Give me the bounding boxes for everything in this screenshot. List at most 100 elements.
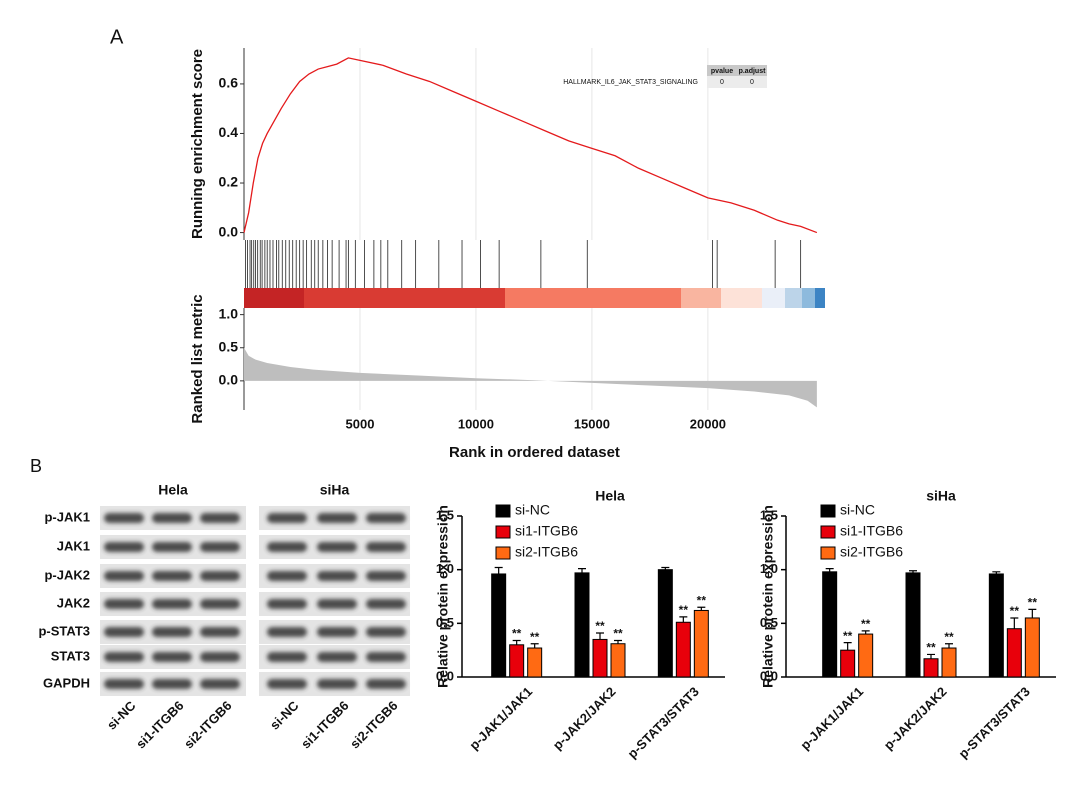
legend-swatch xyxy=(820,504,836,518)
y-axis-label: Relative protein expression xyxy=(760,505,776,688)
metric-area xyxy=(244,347,817,408)
table-value: 0 xyxy=(750,79,754,86)
band xyxy=(104,599,144,609)
table-header: p.adjust xyxy=(739,68,767,75)
enrichment-line xyxy=(243,57,818,234)
band xyxy=(200,627,240,637)
rank-heat-strip xyxy=(244,288,825,308)
error-bar xyxy=(945,643,953,649)
band xyxy=(267,679,307,689)
table-header: pvalue xyxy=(711,68,733,75)
band xyxy=(104,542,144,552)
error-bar xyxy=(909,570,917,573)
y-tick-label: 1.0 xyxy=(760,561,778,576)
x-tick-label: 10000 xyxy=(458,416,494,431)
band xyxy=(366,652,406,662)
band xyxy=(200,679,240,689)
lane-label: si2-ITGB6 xyxy=(181,698,235,752)
band xyxy=(317,599,357,609)
x-tick-label: p-STAT3/STAT3 xyxy=(625,684,702,761)
significance: ** xyxy=(697,593,707,607)
band xyxy=(200,652,240,662)
bar xyxy=(840,649,856,678)
error-bar xyxy=(661,566,670,570)
chart-title: siHa xyxy=(926,488,956,504)
band xyxy=(267,599,307,609)
bar xyxy=(610,643,626,678)
x-tick-label: 20000 xyxy=(690,416,726,431)
error-bar xyxy=(927,653,935,659)
x-tick-label: p-JAK2/JAK2 xyxy=(881,684,950,753)
significance: ** xyxy=(1010,604,1020,618)
y-axis-label: Ranked list metric xyxy=(189,294,206,423)
y-tick-label: 0.0 xyxy=(219,223,239,239)
table-cell xyxy=(707,76,737,88)
chart-title: Hela xyxy=(595,488,625,504)
band xyxy=(317,542,357,552)
band xyxy=(152,542,192,552)
y-tick-label: 0.2 xyxy=(219,174,239,190)
band xyxy=(152,652,192,662)
x-tick-label: 5000 xyxy=(346,416,375,431)
band xyxy=(104,571,144,581)
protein-label: JAK1 xyxy=(57,538,90,553)
significance: ** xyxy=(861,617,871,631)
error-bar xyxy=(1010,617,1019,629)
bar xyxy=(822,571,838,678)
x-tick-label: p-JAK1/JAK1 xyxy=(466,684,535,753)
y-tick-label: 0.0 xyxy=(760,668,778,683)
bar xyxy=(509,644,525,678)
error-bar xyxy=(697,606,706,611)
protein-label: p-JAK1 xyxy=(44,509,90,524)
band xyxy=(317,513,357,523)
panel-label: B xyxy=(30,456,42,476)
significance: ** xyxy=(512,627,522,641)
error-bar xyxy=(614,639,622,644)
legend-label: si2-ITGB6 xyxy=(840,544,903,560)
cell-line-label: Hela xyxy=(158,482,188,498)
band xyxy=(317,679,357,689)
y-axis-label: Relative protein expression xyxy=(435,505,451,688)
legend-swatch xyxy=(820,525,836,539)
band xyxy=(267,627,307,637)
band xyxy=(152,627,192,637)
band xyxy=(152,599,192,609)
band xyxy=(152,513,192,523)
y-tick-label: 0.6 xyxy=(219,75,239,91)
bar xyxy=(675,621,691,678)
legend-swatch xyxy=(495,504,511,518)
error-bar xyxy=(992,571,1001,574)
significance: ** xyxy=(530,630,540,644)
band xyxy=(104,627,144,637)
bar xyxy=(1024,617,1040,678)
lane-label: si-NC xyxy=(104,698,139,733)
error-bar xyxy=(861,630,870,635)
cell-line-label: siHa xyxy=(320,482,350,498)
band xyxy=(366,627,406,637)
lane-label: si-NC xyxy=(267,698,302,733)
bar xyxy=(1006,628,1022,678)
y-tick-label: 0.4 xyxy=(219,124,239,140)
legend-label: si2-ITGB6 xyxy=(515,544,578,560)
bar xyxy=(988,573,1004,678)
protein-label: p-JAK2 xyxy=(44,567,90,582)
band xyxy=(366,571,406,581)
protein-label: STAT3 xyxy=(51,648,90,663)
error-bar xyxy=(843,642,852,651)
legend-label: si-NC xyxy=(515,502,550,518)
y-tick-label: 0.5 xyxy=(760,615,778,630)
y-tick-label: 0.5 xyxy=(436,615,454,630)
legend-label: si-NC xyxy=(840,502,875,518)
error-bar xyxy=(679,616,688,623)
bar xyxy=(491,573,507,678)
band xyxy=(267,571,307,581)
error-bar xyxy=(530,643,539,649)
x-tick-label: p-JAK1/JAK1 xyxy=(797,684,866,753)
bar xyxy=(574,572,590,678)
band xyxy=(366,679,406,689)
y-tick-label: 0.0 xyxy=(219,372,239,388)
band xyxy=(200,571,240,581)
bar xyxy=(592,638,608,678)
y-axis-label: Running enrichment score xyxy=(189,49,206,239)
